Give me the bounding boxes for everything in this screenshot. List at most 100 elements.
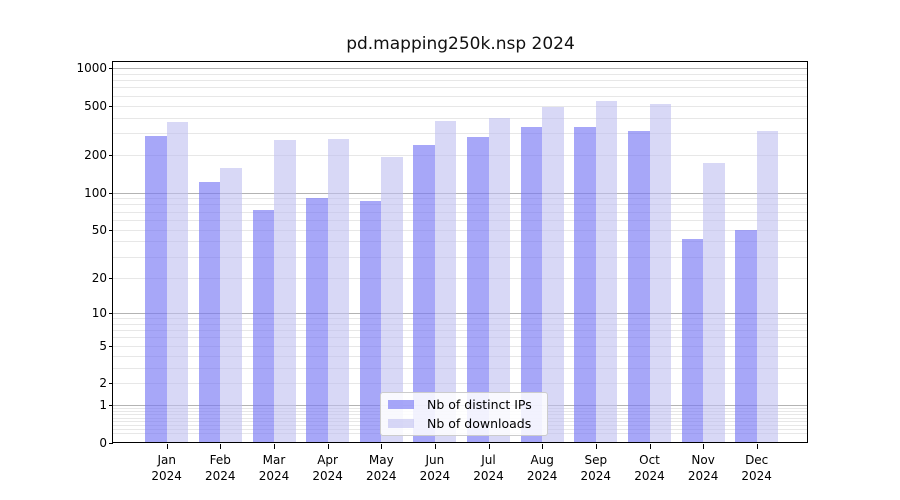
bar-downloads-feb-2024 bbox=[220, 168, 242, 443]
y-tick bbox=[109, 345, 113, 347]
gridline-major bbox=[113, 192, 808, 194]
gridline-minor bbox=[113, 355, 808, 357]
gridline-minor bbox=[113, 330, 808, 332]
gridline-minor bbox=[113, 318, 808, 319]
y-tick-label-200: 200 bbox=[84, 148, 107, 163]
y-tick-label-5: 5 bbox=[99, 338, 107, 353]
x-tick-label-apr-2024: Apr 2024 bbox=[297, 453, 359, 484]
gridline-minor bbox=[113, 345, 808, 347]
y-tick-label-1000: 1000 bbox=[76, 60, 107, 75]
x-tick-label-line: Mar bbox=[262, 453, 286, 467]
gridline-minor bbox=[113, 133, 808, 135]
gridline-minor bbox=[113, 117, 808, 119]
bar-distinct-ips-dec-2024 bbox=[735, 229, 757, 443]
bar-downloads-sep-2024 bbox=[595, 101, 618, 443]
x-tick-label-line: 2024 bbox=[419, 468, 451, 483]
y-tick bbox=[109, 383, 113, 385]
y-tick-label-2: 2 bbox=[99, 376, 107, 391]
x-tick-label-line: Jun bbox=[425, 453, 445, 467]
y-tick bbox=[109, 105, 113, 107]
x-tick-label-oct-2024: Oct 2024 bbox=[619, 453, 681, 484]
gridline-minor bbox=[113, 367, 808, 369]
x-tick-label-line: Oct bbox=[639, 453, 660, 467]
x-tick-label-sep-2024: Sep 2024 bbox=[565, 453, 627, 484]
x-tick-label-jul-2024: Jul 2024 bbox=[458, 453, 520, 484]
x-tick-label-line: 2024 bbox=[366, 468, 397, 483]
y-tick-label-100: 100 bbox=[84, 185, 107, 200]
gridline-minor bbox=[113, 229, 808, 231]
x-tick-label-line: May bbox=[368, 453, 394, 467]
y-tick bbox=[109, 67, 113, 69]
x-tick-label-line: Jan bbox=[157, 453, 176, 467]
x-tick-label-line: Apr bbox=[317, 453, 338, 467]
y-tick-label-500: 500 bbox=[84, 98, 107, 113]
y-tick-label-1: 1 bbox=[99, 398, 107, 413]
x-tick-label-line: 2024 bbox=[687, 468, 719, 483]
gridline-minor bbox=[113, 323, 808, 325]
gridline-minor bbox=[113, 105, 808, 107]
x-tick-label-dec-2024: Dec 2024 bbox=[726, 453, 788, 484]
downloads-swatch-icon bbox=[388, 419, 414, 428]
x-tick-label-line: 2024 bbox=[205, 468, 236, 483]
bar-downloads-may-2024 bbox=[381, 156, 403, 443]
y-tick bbox=[109, 277, 113, 279]
gridline-minor bbox=[113, 277, 808, 279]
x-tick-label-line: Sep bbox=[584, 453, 608, 467]
gridline-minor bbox=[113, 80, 808, 81]
x-tick-label-line: 2024 bbox=[473, 468, 504, 483]
x-tick bbox=[327, 444, 329, 449]
gridline-minor bbox=[113, 155, 808, 157]
gridline-minor bbox=[113, 383, 808, 385]
x-tick bbox=[649, 444, 651, 449]
x-tick bbox=[220, 444, 222, 449]
bar-downloads-aug-2024 bbox=[542, 107, 564, 443]
bar-distinct-ips-nov-2024 bbox=[681, 238, 704, 443]
x-tick bbox=[703, 444, 705, 449]
legend-label: Nb of distinct IPs bbox=[427, 397, 532, 412]
y-tick bbox=[109, 192, 113, 194]
x-tick-label-line: 2024 bbox=[151, 468, 182, 483]
x-tick-label-line: 2024 bbox=[526, 468, 558, 483]
bar-downloads-apr-2024 bbox=[327, 139, 350, 443]
y-tick bbox=[109, 155, 113, 157]
x-tick-label-jun-2024: Jun 2024 bbox=[404, 453, 466, 484]
y-tick-label-50: 50 bbox=[91, 222, 107, 237]
x-tick-label-line: Dec bbox=[745, 453, 769, 467]
y-tick bbox=[109, 312, 113, 314]
x-tick-label-line: Nov bbox=[691, 453, 715, 467]
bar-downloads-jul-2024 bbox=[488, 118, 510, 443]
x-tick bbox=[274, 444, 275, 449]
legend-item-distinct-ips: Nb of distinct IPs bbox=[381, 397, 547, 413]
gridline-minor bbox=[113, 204, 808, 206]
bar-distinct-ips-feb-2024 bbox=[198, 181, 221, 443]
x-tick-label-may-2024: May 2024 bbox=[350, 453, 412, 484]
y-tick bbox=[109, 229, 113, 231]
x-tick-label-jan-2024: Jan 2024 bbox=[136, 453, 198, 484]
gridline-minor bbox=[113, 256, 808, 258]
y-tick-label-0: 0 bbox=[99, 436, 107, 450]
bar-downloads-nov-2024 bbox=[703, 162, 725, 443]
bar-distinct-ips-sep-2024 bbox=[574, 127, 596, 443]
bar-downloads-dec-2024 bbox=[756, 131, 779, 443]
bar-distinct-ips-jun-2024 bbox=[413, 145, 435, 443]
y-tick-label-20: 20 bbox=[91, 270, 107, 285]
bar-distinct-ips-oct-2024 bbox=[628, 131, 650, 443]
y-tick bbox=[109, 443, 113, 444]
bar-downloads-jun-2024 bbox=[434, 120, 457, 443]
y-tick-label-10: 10 bbox=[91, 305, 107, 320]
bar-distinct-ips-aug-2024 bbox=[520, 126, 543, 443]
gridline-minor bbox=[113, 73, 808, 75]
x-tick-label-aug-2024: Aug 2024 bbox=[511, 453, 573, 484]
x-tick-label-line: 2024 bbox=[258, 468, 290, 483]
gridline-minor bbox=[113, 87, 808, 89]
bar-distinct-ips-apr-2024 bbox=[306, 198, 328, 443]
x-tick bbox=[381, 444, 383, 449]
distinct-ips-swatch-icon bbox=[388, 400, 414, 409]
x-tick-label-line: 2024 bbox=[312, 468, 343, 483]
gridline-minor bbox=[113, 337, 808, 339]
chart-legend: Nb of distinct IPs Nb of downloads bbox=[380, 392, 548, 436]
gridline-minor bbox=[113, 211, 808, 213]
bar-downloads-mar-2024 bbox=[274, 139, 296, 443]
x-tick-label-line: Jul bbox=[481, 453, 496, 467]
bar-downloads-jan-2024 bbox=[166, 121, 189, 443]
